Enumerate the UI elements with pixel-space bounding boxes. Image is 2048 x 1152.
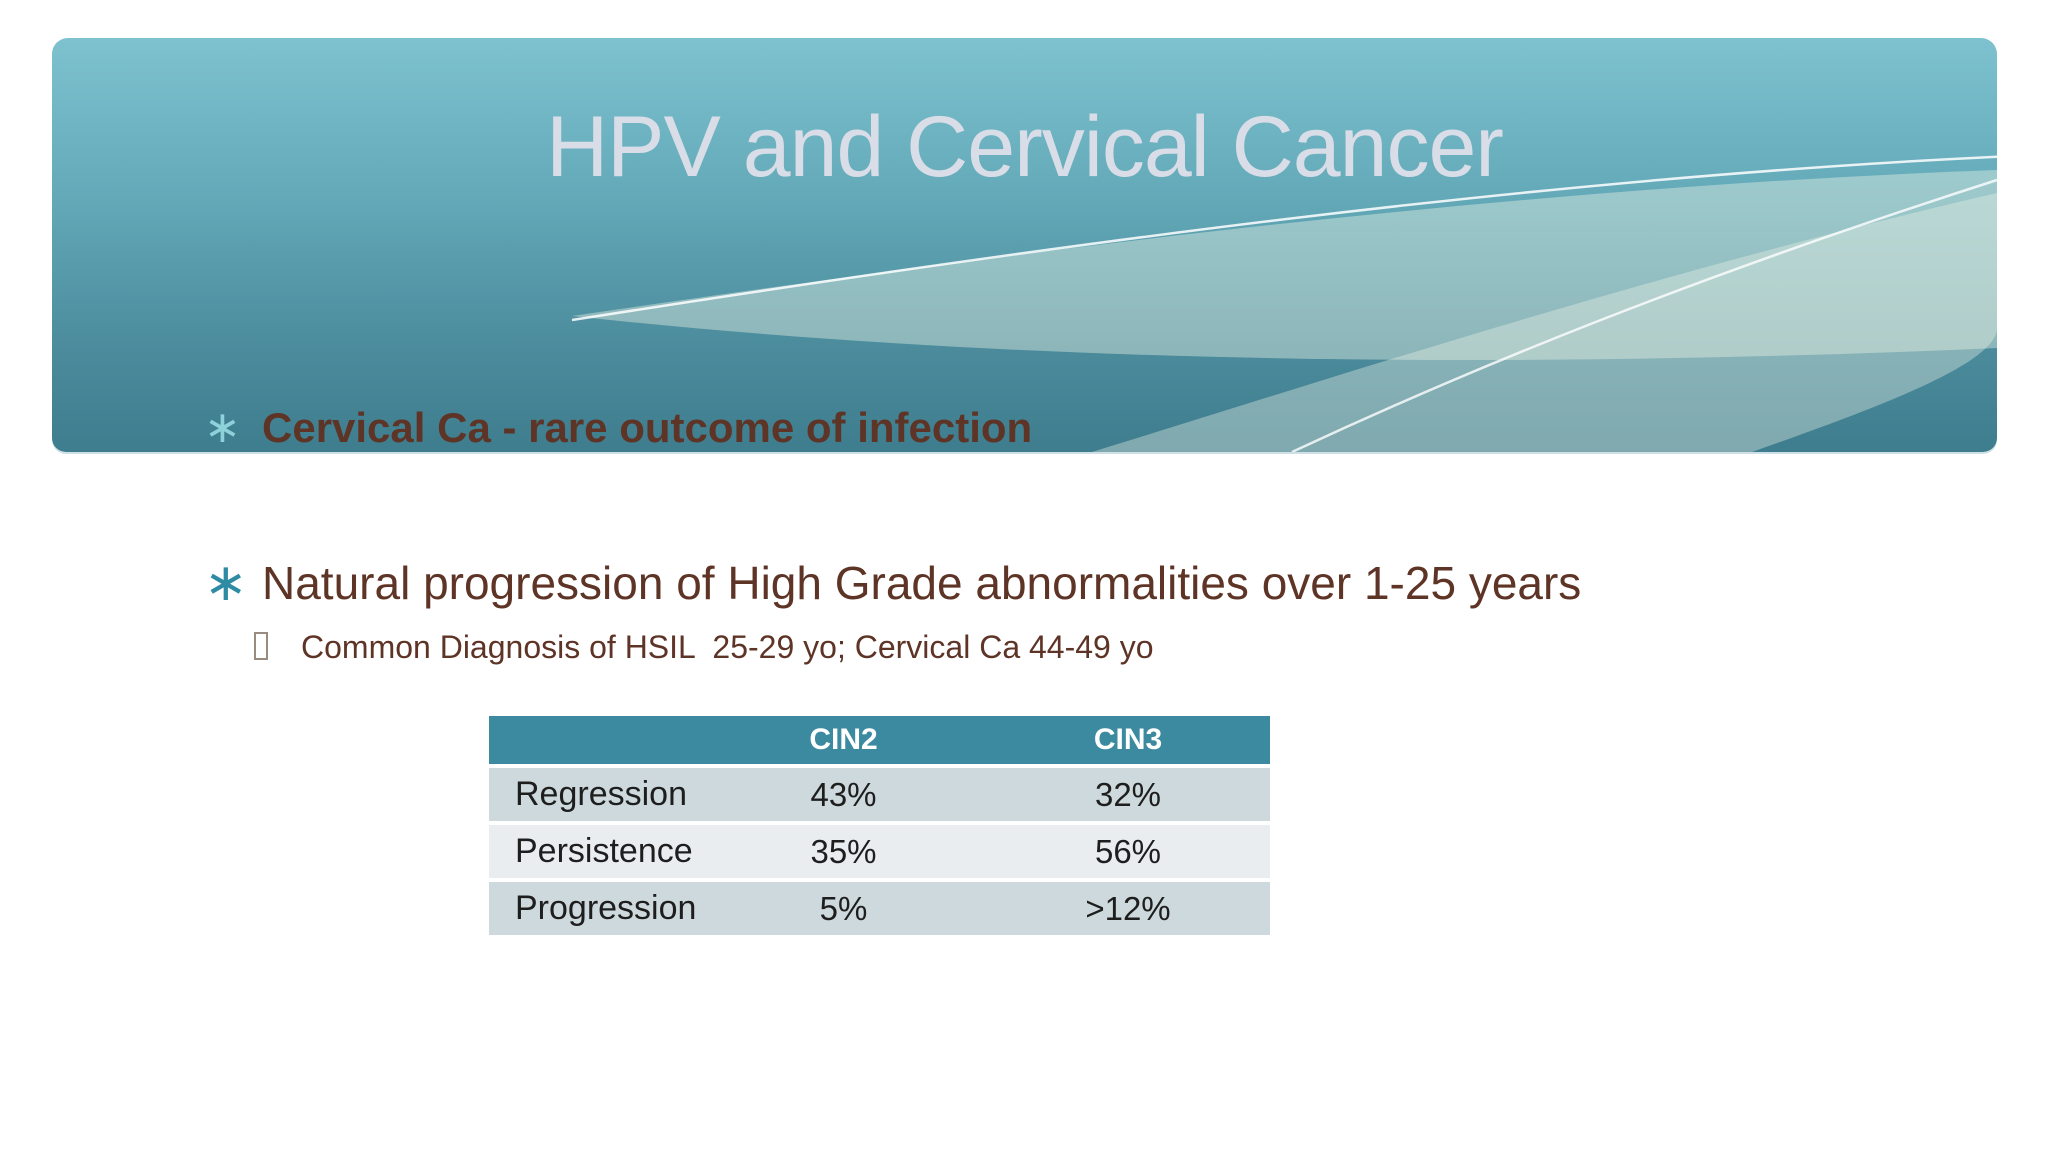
cin-outcomes-table: CIN2 CIN3 Regression 43% 32% Persistence… <box>489 716 1270 935</box>
row-label: Regression <box>515 775 687 813</box>
table-row: Regression 43% 32% <box>489 768 1270 821</box>
bullet-text: Cervical Ca - rare outcome of infection <box>262 403 1033 451</box>
square-bullet-icon <box>254 632 268 660</box>
cin2-value: 43% <box>810 775 877 813</box>
cin2-value: 5% <box>819 889 868 927</box>
page-title: HPV and Cervical Cancer <box>546 99 1504 195</box>
sub-bullet-text: Common Diagnosis of HSIL 25-29 yo; Cervi… <box>301 629 1154 666</box>
bullet-item-cervical-ca: ∗ Cervical Ca - rare outcome of infectio… <box>204 401 1032 455</box>
row-label: Persistence <box>515 832 693 870</box>
row-label: Progression <box>515 889 697 927</box>
asterisk-bullet-icon: ∗ <box>204 403 241 452</box>
header-banner: HPV and Cervical Cancer <box>52 38 1997 452</box>
table-header-cin2: CIN2 <box>809 723 878 756</box>
cin3-value: >12% <box>1085 889 1171 927</box>
table-header-cin3: CIN3 <box>1093 723 1163 756</box>
table-header-row: CIN2 CIN3 <box>489 716 1270 764</box>
sub-bullet-item-diagnosis: Common Diagnosis of HSIL 25-29 yo; Cervi… <box>254 627 1154 669</box>
bullet-item-natural-progression: ∗ Natural progression of High Grade abno… <box>204 552 1581 614</box>
table-row: Progression 5% >12% <box>489 882 1270 935</box>
cin2-value: 35% <box>810 832 877 870</box>
cin3-value: 56% <box>1094 832 1162 870</box>
table-row: Persistence 35% 56% <box>489 825 1270 878</box>
bullet-text: Natural progression of High Grade abnorm… <box>262 556 1582 609</box>
cin3-value: 32% <box>1094 775 1162 813</box>
asterisk-bullet-icon: ∗ <box>204 554 248 612</box>
